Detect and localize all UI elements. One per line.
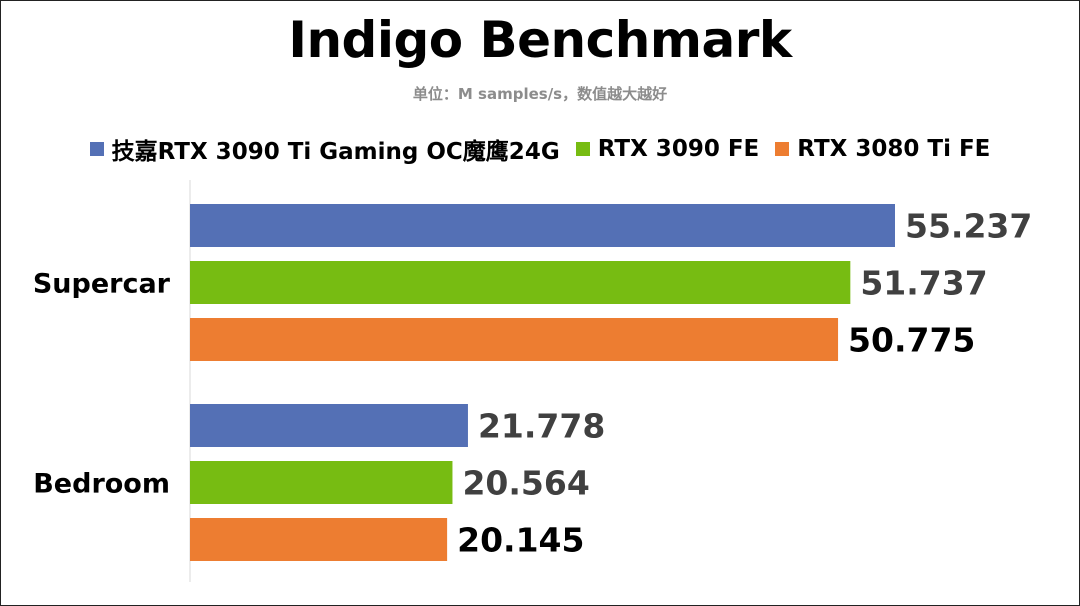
bar-bedroom-series-1 xyxy=(190,404,468,447)
value-label-supercar-series-2: 51.737 xyxy=(860,264,987,303)
chart-legend: 技嘉RTX 3090 Ti Gaming OC魔鹰24G RTX 3090 FE… xyxy=(0,132,1080,166)
value-label-supercar-series-3: 50.775 xyxy=(848,321,975,360)
legend-label-series-1: 技嘉RTX 3090 Ti Gaming OC魔鹰24G xyxy=(111,139,560,165)
value-label-bedroom-series-2: 20.564 xyxy=(462,464,589,503)
value-label-supercar-series-1: 55.237 xyxy=(905,207,1032,246)
legend-swatch-series-1 xyxy=(89,142,104,156)
category-label-supercar: Supercar xyxy=(33,269,171,300)
bar-supercar-series-1 xyxy=(190,204,895,247)
chart-title: Indigo Benchmark xyxy=(288,11,792,69)
value-label-bedroom-series-3: 20.145 xyxy=(457,521,584,560)
value-label-bedroom-series-1: 21.778 xyxy=(478,407,605,446)
bar-bedroom-series-3 xyxy=(190,518,448,561)
legend-label-series-2: RTX 3090 FE xyxy=(597,136,760,162)
legend-swatch-series-2 xyxy=(575,142,590,156)
chart-subtitle: 单位：M samples/s，数值越大越好 xyxy=(412,85,668,103)
bar-bedroom-series-2 xyxy=(190,461,453,504)
legend-swatch-series-3 xyxy=(775,142,790,156)
legend-item-series-2: RTX 3090 FE xyxy=(575,136,760,162)
bar-supercar-series-3 xyxy=(190,318,839,361)
category-label-bedroom: Bedroom xyxy=(33,469,170,500)
legend-item-series-3: RTX 3080 Ti FE xyxy=(775,136,990,162)
legend-label-series-3: RTX 3080 Ti FE xyxy=(797,136,991,162)
legend-item-series-1: 技嘉RTX 3090 Ti Gaming OC魔鹰24G xyxy=(89,132,560,166)
bar-supercar-series-2 xyxy=(190,261,851,304)
